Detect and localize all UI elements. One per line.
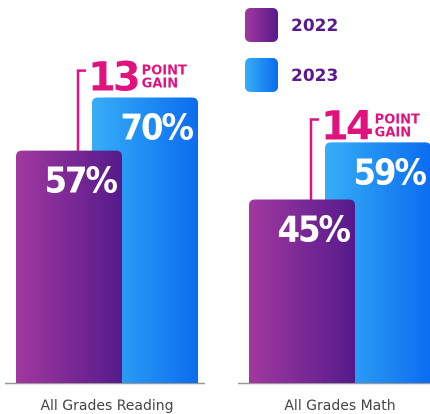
bar (249, 199, 355, 383)
annotation-number: 13 (88, 55, 138, 101)
value-label: 45% (277, 210, 350, 251)
legend-label: 2022 (291, 16, 338, 36)
annotation-word: GAIN (375, 126, 411, 141)
bar (16, 150, 122, 383)
annotation-word: POINT (375, 113, 420, 128)
value-label: 70% (120, 108, 193, 149)
value-label: 57% (44, 161, 117, 202)
annotation-bracket (76, 69, 86, 151)
legend-swatch (245, 8, 278, 42)
value-label: 59% (353, 152, 426, 193)
annotation-word: GAIN (142, 77, 178, 92)
x-tick-label: All Grades Reading (40, 398, 173, 414)
annotation-text: POINT GAIN (142, 64, 187, 92)
annotation-bracket (309, 118, 319, 200)
annotation-word: POINT (142, 64, 187, 79)
annotation-text: POINT GAIN (375, 113, 420, 141)
annotation-number: 14 (321, 104, 372, 150)
x-tick-label: All Grades Math (284, 398, 395, 414)
legend-label: 2023 (291, 66, 338, 86)
legend-swatch (245, 58, 278, 92)
